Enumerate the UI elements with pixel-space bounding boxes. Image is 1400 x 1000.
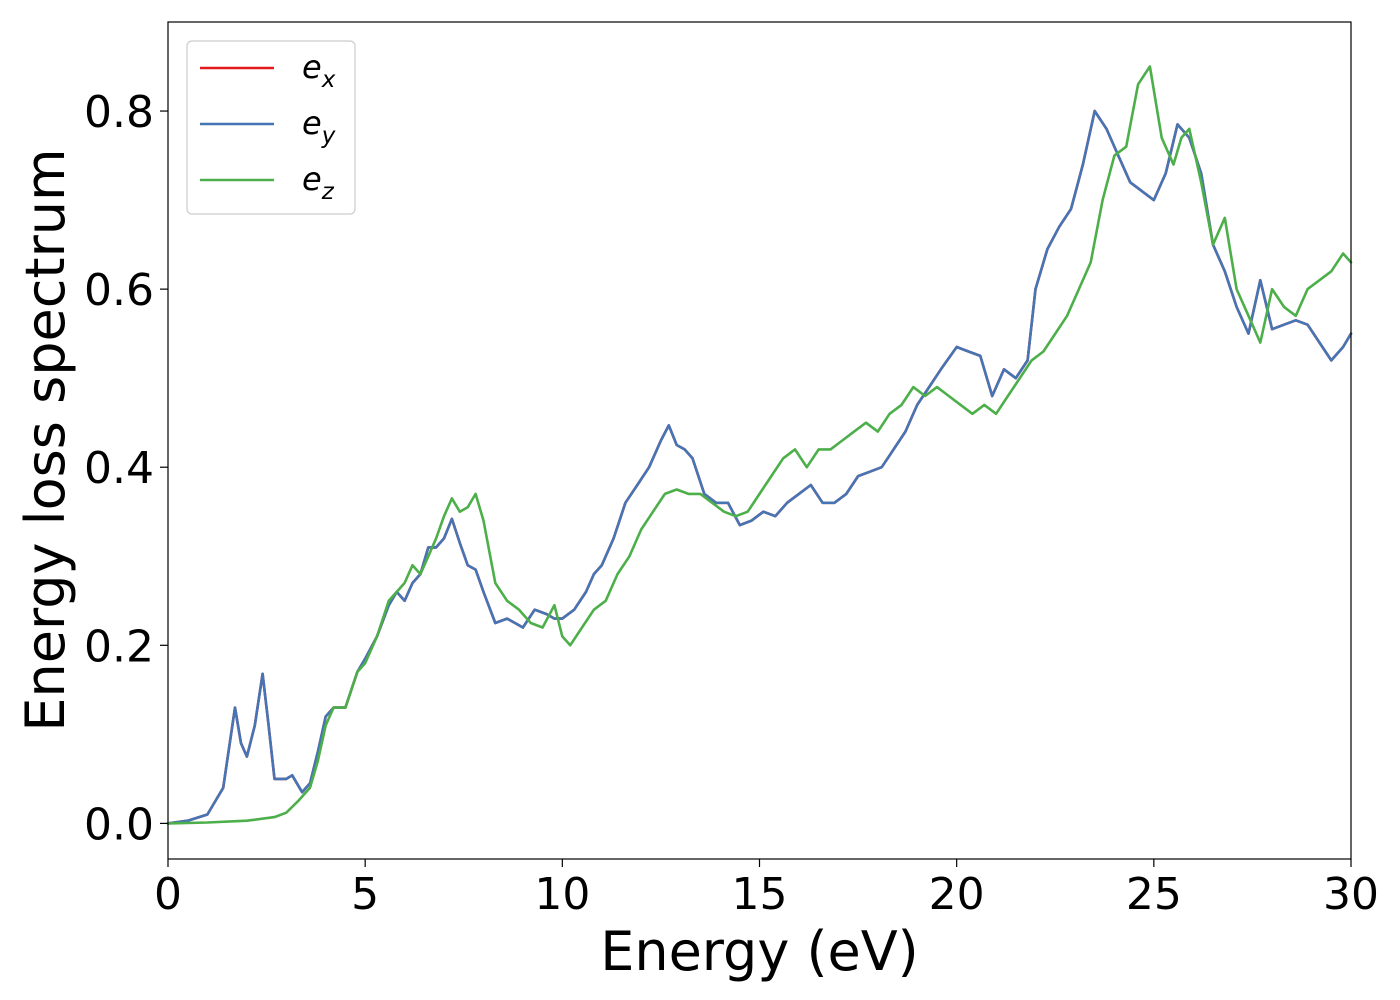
x-tick-label: 5 (351, 869, 379, 920)
y-tick-label: 0.6 (84, 265, 154, 316)
x-tick-label: 30 (1323, 869, 1379, 920)
plot-area (168, 22, 1351, 859)
x-axis-ticks: 0 5 10 15 20 25 30 (154, 859, 1379, 920)
series-layer (166, 65, 1353, 825)
x-axis-title: Energy (eV) (600, 920, 919, 983)
x-tick-label: 20 (929, 869, 985, 920)
legend-label-e-z: ez (302, 160, 335, 205)
y-tick-label: 0.4 (84, 443, 154, 494)
legend-label-e-x: ex (302, 48, 336, 93)
x-tick-label: 25 (1126, 869, 1182, 920)
y-tick-label: 0.0 (84, 799, 154, 850)
legend-label-e-y: ey (302, 104, 336, 149)
x-tick-label: 15 (732, 869, 788, 920)
y-axis-ticks: 0.0 0.2 0.4 0.6 0.8 (84, 87, 168, 850)
y-axis-title: Energy loss spectrum (14, 148, 77, 731)
y-tick-label: 0.2 (84, 621, 154, 672)
legend: ex ey ez (186, 40, 356, 215)
y-tick-label: 0.8 (84, 87, 154, 138)
series-line-e-z (166, 65, 1353, 825)
x-tick-label: 10 (534, 869, 590, 920)
x-tick-label: 0 (154, 869, 182, 920)
legend-box (186, 40, 356, 215)
